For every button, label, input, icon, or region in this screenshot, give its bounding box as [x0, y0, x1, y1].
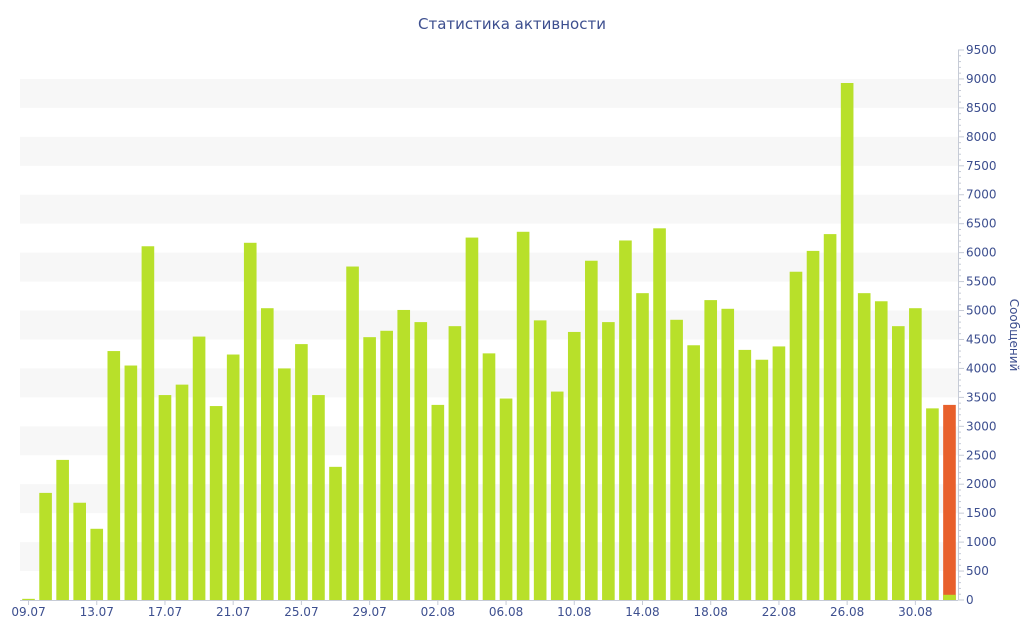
- bar: [431, 404, 445, 600]
- bar: [124, 365, 138, 600]
- bar: [380, 330, 393, 600]
- y-tick-label: 3000: [966, 419, 997, 433]
- bar: [209, 406, 223, 600]
- bar: [909, 308, 922, 600]
- x-tick-label: 22.08: [762, 605, 796, 619]
- bar: [670, 319, 683, 600]
- bar: [891, 326, 905, 600]
- y-tick-label: 2500: [966, 448, 997, 462]
- bar: [567, 331, 581, 600]
- y-tick-label: 1500: [966, 506, 997, 520]
- bar: [721, 308, 735, 600]
- y-tick-label: 7000: [966, 188, 997, 202]
- bar: [926, 408, 939, 600]
- y-tick-label: 4000: [966, 361, 997, 375]
- bar: [363, 337, 376, 600]
- y-tick-label: 0: [966, 593, 974, 607]
- x-tick-label: 06.08: [489, 605, 523, 619]
- y-tick-label: 3500: [966, 390, 997, 404]
- bar: [175, 384, 189, 600]
- x-tick-label: 21.07: [216, 605, 250, 619]
- grid-band: [20, 78, 958, 108]
- bar: [857, 293, 871, 600]
- y-tick-label: 5000: [966, 304, 997, 318]
- bar: [636, 293, 649, 600]
- y-tick-label: 1000: [966, 535, 997, 549]
- bar: [789, 271, 803, 600]
- bar: [550, 391, 564, 600]
- bar: [90, 528, 104, 600]
- bar: [738, 349, 752, 600]
- bar: [465, 237, 479, 600]
- bar: [295, 344, 308, 600]
- bar: [56, 459, 69, 600]
- bar: [329, 466, 342, 600]
- x-tick-label: 10.08: [557, 605, 591, 619]
- bar: [260, 308, 274, 600]
- bar: [602, 322, 615, 600]
- bar: [73, 502, 87, 600]
- bar: [823, 234, 837, 600]
- y-tick-label: 5500: [966, 275, 997, 289]
- bar: [226, 354, 240, 600]
- bar: [448, 326, 462, 600]
- bar-highlight: [943, 404, 956, 600]
- bar: [482, 353, 496, 600]
- x-tick-label: 09.07: [11, 605, 45, 619]
- bar: [22, 598, 35, 600]
- bar: [278, 368, 291, 600]
- bar: [533, 320, 547, 600]
- bar: [499, 398, 513, 600]
- y-tick-label: 8500: [966, 101, 997, 115]
- bar: [346, 266, 359, 600]
- bar: [772, 346, 786, 600]
- x-tick-label: 13.07: [80, 605, 114, 619]
- x-tick-label: 18.08: [694, 605, 728, 619]
- bar: [39, 492, 52, 600]
- chart-title: Статистика активности: [418, 15, 606, 33]
- x-tick-label: 14.08: [625, 605, 659, 619]
- bar: [107, 351, 121, 600]
- x-tick-label: 02.08: [421, 605, 455, 619]
- bar: [243, 242, 257, 600]
- grid-band: [20, 194, 958, 224]
- y-tick-label: 8000: [966, 130, 997, 144]
- bar: [158, 395, 172, 600]
- y-tick-label: 2000: [966, 477, 997, 491]
- bar: [687, 345, 700, 600]
- bar: [192, 336, 206, 600]
- x-tick-label: 29.07: [352, 605, 386, 619]
- bar: [397, 309, 411, 600]
- bar: [806, 250, 820, 601]
- bar: [653, 228, 666, 600]
- y-tick-label: 9500: [966, 43, 997, 57]
- bar-highlight-base: [943, 594, 956, 600]
- bar: [704, 300, 718, 600]
- y-tick-label: 4500: [966, 332, 997, 346]
- x-tick-label: 30.08: [898, 605, 932, 619]
- y-tick-label: 6000: [966, 246, 997, 260]
- bar: [755, 359, 769, 600]
- x-tick-label: 25.07: [284, 605, 318, 619]
- x-tick-label: 17.07: [148, 605, 182, 619]
- y-tick-label: 9000: [966, 72, 997, 86]
- y-tick-label: 6500: [966, 217, 997, 231]
- bar: [312, 395, 325, 600]
- bar: [840, 83, 854, 600]
- bar: [141, 246, 155, 600]
- bar: [874, 301, 888, 600]
- bar: [585, 260, 598, 600]
- x-tick-label: 26.08: [830, 605, 864, 619]
- bar: [414, 322, 428, 600]
- bar: [516, 231, 530, 600]
- bar: [619, 240, 632, 600]
- y-axis-title: Сообщений: [1007, 299, 1021, 372]
- y-tick-label: 7500: [966, 159, 997, 173]
- y-tick-label: 500: [966, 564, 989, 578]
- grid-band: [20, 136, 958, 166]
